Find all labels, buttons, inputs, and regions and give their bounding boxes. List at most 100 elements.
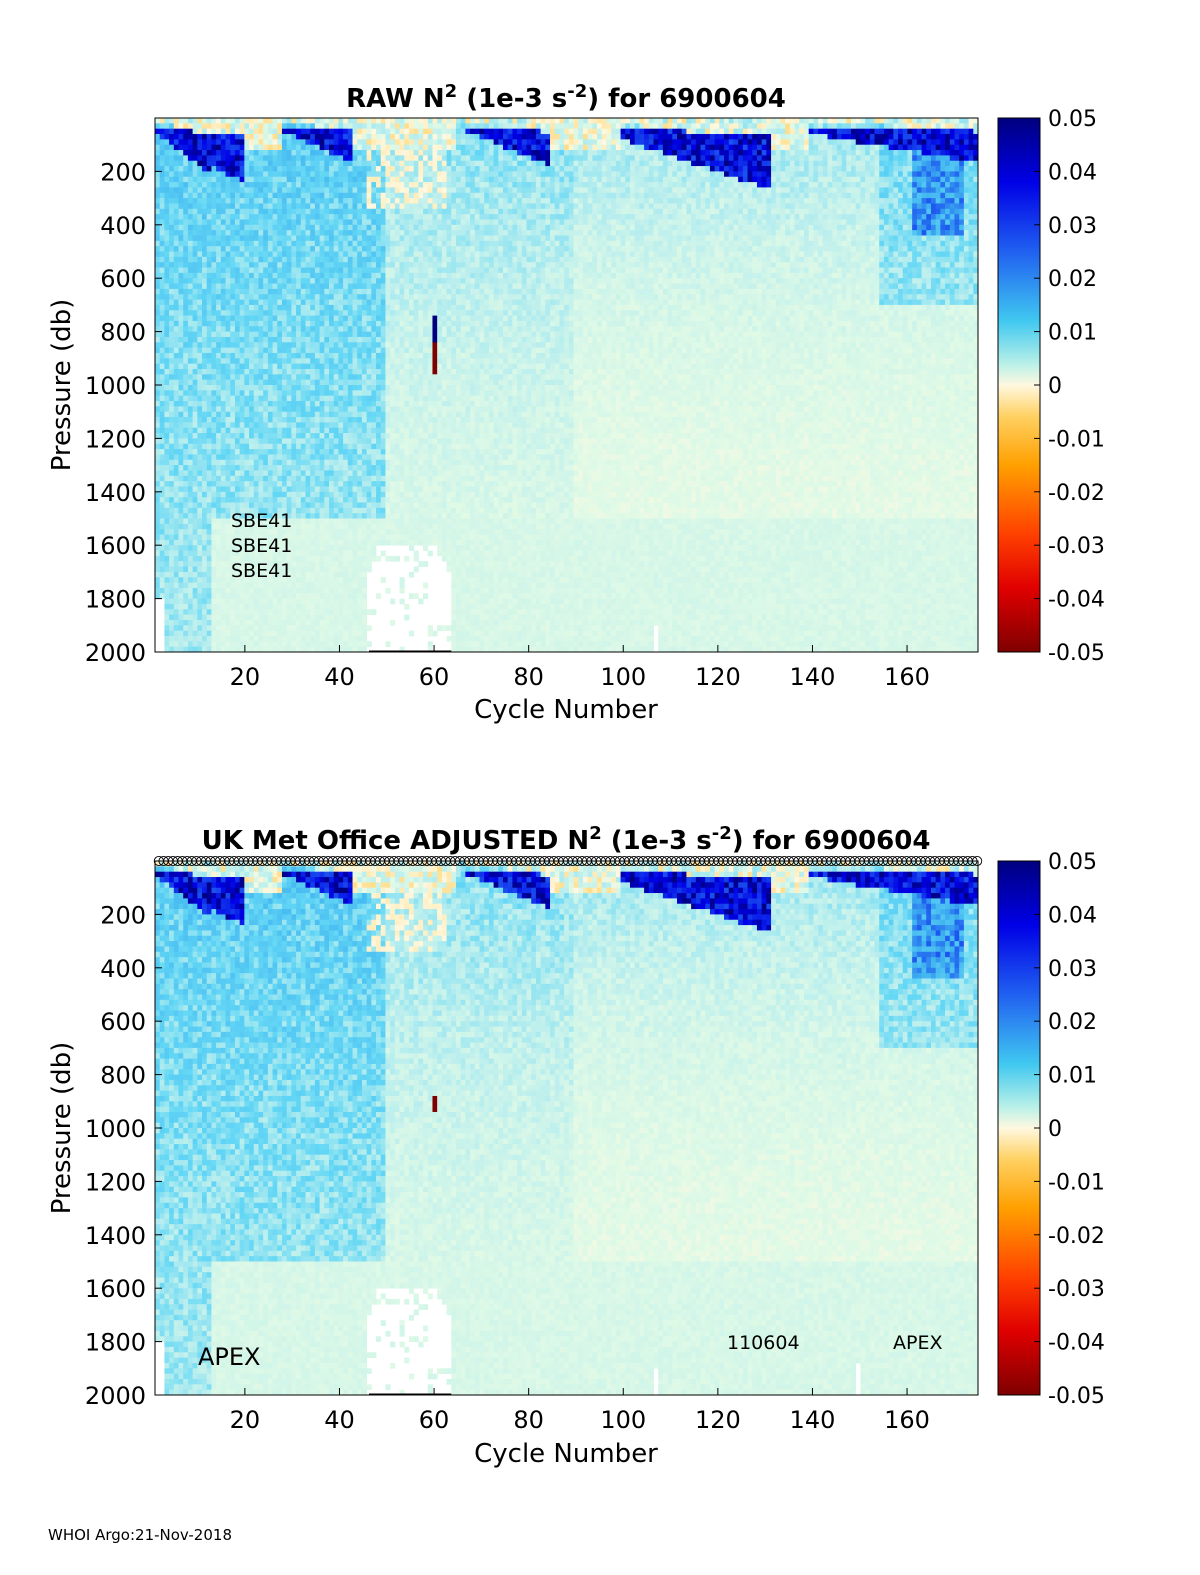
heatmap-cell [164,614,170,621]
heatmap-cell [258,182,264,188]
heatmap-cell [277,283,283,290]
heatmap-cell [197,214,203,220]
heatmap-cell [385,144,391,151]
heatmap-cell [234,545,241,551]
heatmap-cell [286,304,292,311]
heatmap-cell [192,582,198,589]
heatmap-cell [371,155,377,162]
heatmap-cell [272,577,278,583]
heatmap-cell [376,171,382,178]
heatmap-cell [197,411,203,418]
heatmap-cell [249,123,255,130]
heatmap-cell [343,235,349,242]
heatmap-cell [296,385,302,391]
heatmap-cell [314,336,320,343]
heatmap-cell [329,379,335,386]
heatmap-cell [183,144,189,151]
heatmap-cell [314,470,320,477]
heatmap-cell [357,251,363,258]
heatmap-cell [281,347,288,354]
heatmap-cell [385,513,391,519]
heatmap-cell [272,529,278,535]
heatmap-cell [239,390,245,397]
heatmap-cell [380,160,386,167]
heatmap-cell [220,523,226,530]
heatmap-cell [225,315,231,322]
heatmap-cell [300,523,306,530]
heatmap-cell [286,481,292,487]
heatmap-cell [187,427,194,434]
heatmap-cell [352,326,358,332]
heatmap-cell [380,513,386,519]
heatmap-cell [300,619,306,626]
heatmap-cell [347,320,353,327]
heatmap-cell [192,507,198,514]
heatmap-cell [333,278,339,284]
heatmap-cell [277,363,283,370]
heatmap-cell [267,320,273,327]
heatmap-cell [230,256,236,263]
heatmap-cell [216,379,222,386]
heatmap-cell [258,128,264,135]
heatmap-cell [159,550,165,557]
heatmap-cell [216,118,222,124]
heatmap-cell [277,123,283,130]
heatmap-cell [333,150,339,156]
heatmap-cell [343,459,349,466]
heatmap-cell [249,192,255,199]
heatmap-cell [310,545,316,551]
heatmap-cell [352,481,358,487]
heatmap-cell [187,502,194,509]
heatmap-cell [329,171,335,178]
heatmap-cell [211,272,217,279]
heatmap-cell [225,523,231,530]
heatmap-cell [352,331,358,338]
heatmap-cell [272,406,278,413]
heatmap-cell [169,534,175,541]
heatmap-cell [178,401,184,407]
heatmap-cell [249,342,255,349]
heatmap-cell [319,529,325,535]
heatmap-cell [249,326,255,332]
heatmap-cell [296,187,302,194]
heatmap-cell [225,475,231,482]
heatmap-cell [230,406,236,413]
heatmap-cell [366,465,372,471]
heatmap-cell [366,326,372,332]
heatmap-cell [258,256,264,263]
heatmap-cell [239,326,245,332]
heatmap-cell [352,497,358,503]
heatmap-cell [178,555,184,562]
heatmap-cell [366,561,372,567]
heatmap-cell [173,192,179,199]
heatmap-cell [338,262,344,268]
heatmap-cell [380,198,386,204]
heatmap-cell [267,507,273,514]
heatmap-cell [183,497,189,503]
heatmap-cell [178,577,184,583]
heatmap-cell [253,283,259,290]
heatmap-cell [244,230,250,236]
heatmap-cell [286,449,292,455]
heatmap-cell [239,246,245,252]
heatmap-cell [202,347,208,354]
heatmap-cell [390,315,396,322]
heatmap-cell [324,320,330,327]
heatmap-cell [305,358,311,365]
heatmap-cell [286,272,292,279]
heatmap-cell [173,139,179,146]
heatmap-cell [305,368,311,375]
heatmap-cell [300,443,306,450]
heatmap-cell [347,235,353,242]
heatmap-cell [263,513,269,519]
heatmap-cell [216,208,222,215]
heatmap-cell [183,240,189,247]
heatmap-cell [333,262,339,268]
heatmap-cell [329,150,335,156]
heatmap-cell [192,481,198,487]
heatmap-cell [225,529,231,535]
heatmap-cell [376,198,382,204]
heatmap-cell [159,443,165,450]
heatmap-cell [253,481,259,487]
heatmap-cell [169,288,175,295]
